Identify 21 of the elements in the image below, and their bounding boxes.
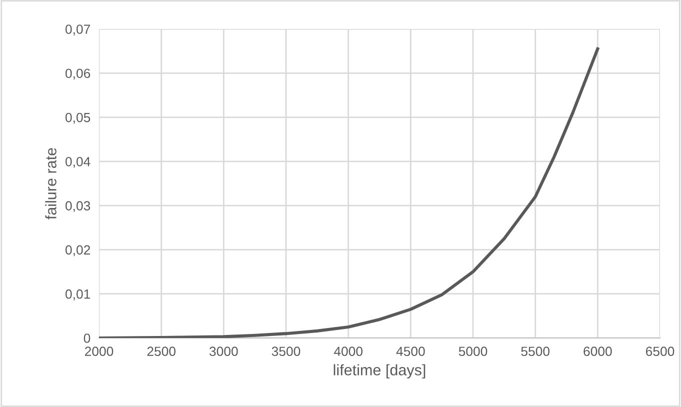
x-tick-label: 5500 — [521, 346, 550, 356]
x-tick-label: 5000 — [458, 346, 488, 356]
y-tick-label: 0 — [84, 334, 90, 343]
x-tick-label: 6500 — [646, 346, 674, 356]
y-tick-label: 0,05 — [66, 112, 90, 124]
y-tick-label: 0,02 — [66, 245, 90, 256]
y-axis-title: failure rate — [45, 148, 56, 220]
x-tick-label: 2000 — [84, 346, 114, 356]
y-tick-label: 0,01 — [66, 289, 90, 300]
x-axis-title: lifetime [days] — [334, 364, 426, 378]
y-tick-label: 0,06 — [66, 68, 90, 80]
y-tick-label: 0,04 — [66, 156, 90, 168]
x-tick-label: 4500 — [396, 346, 425, 356]
y-tick-label: 0,07 — [66, 24, 90, 36]
line-series — [99, 47, 600, 338]
x-tick-label: 4000 — [334, 346, 362, 356]
x-tick-label: 3000 — [209, 346, 238, 356]
y-tick-label: 0,03 — [66, 201, 90, 212]
x-tick-label: 2500 — [147, 346, 176, 356]
x-tick-label: 3500 — [272, 346, 300, 356]
x-tick-label: 6000 — [584, 346, 612, 356]
